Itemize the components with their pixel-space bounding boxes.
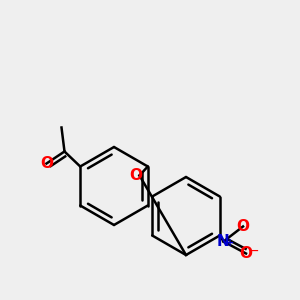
Text: O: O — [239, 246, 253, 261]
Text: +: + — [226, 238, 234, 248]
Text: O: O — [40, 156, 53, 171]
Text: O: O — [129, 168, 142, 183]
Text: N: N — [217, 234, 230, 249]
Text: −: − — [250, 245, 259, 256]
Text: O: O — [236, 219, 250, 234]
